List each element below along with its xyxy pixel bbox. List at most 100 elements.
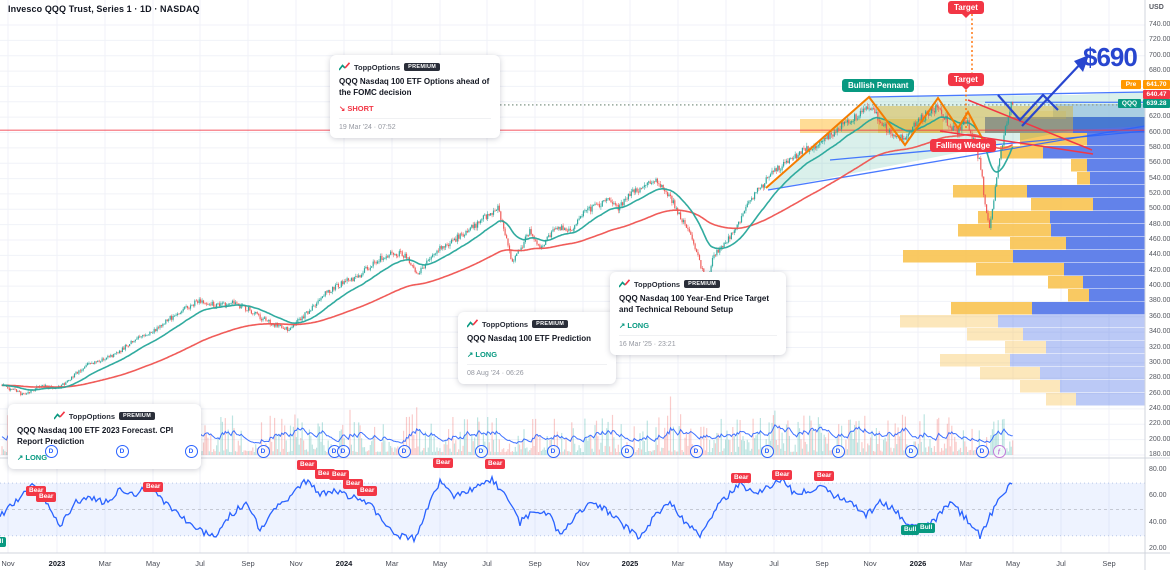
price-tick: 700.00 xyxy=(1149,51,1170,59)
dividend-marker[interactable]: D xyxy=(904,445,918,458)
premium-badge: PREMIUM xyxy=(684,280,721,288)
dividend-marker[interactable]: D xyxy=(689,445,703,458)
price-tick: 240.00 xyxy=(1149,404,1170,412)
bear-label[interactable]: Bear xyxy=(26,486,47,496)
price-tick: 260.00 xyxy=(1149,389,1170,397)
bull-label[interactable]: Bull xyxy=(0,537,7,547)
price-tick: 520.00 xyxy=(1149,189,1170,197)
time-tick: Mar xyxy=(98,559,112,568)
card-brand: ToppOptions PREMIUM xyxy=(467,319,607,329)
bear-label[interactable]: Bear xyxy=(343,479,364,489)
dividend-marker[interactable]: D xyxy=(831,445,845,458)
idea-card-year-end[interactable]: ToppOptions PREMIUM QQQ Nasdaq 100 Year-… xyxy=(610,272,786,355)
price-tick: 600.00 xyxy=(1149,128,1170,136)
idea-card-2023-forecast[interactable]: ToppOptions PREMIUM QQQ Nasdaq 100 ETF 2… xyxy=(8,404,201,469)
dividend-marker[interactable]: D xyxy=(546,445,560,458)
dividend-marker[interactable]: D xyxy=(397,445,411,458)
toppoptions-logo-icon xyxy=(339,62,350,71)
dividend-marker[interactable]: D xyxy=(975,445,989,458)
dividend-marker[interactable]: D xyxy=(115,445,129,458)
falling-wedge-label[interactable]: Falling Wedge xyxy=(930,139,997,152)
brand-name: ToppOptions xyxy=(634,279,681,289)
price-tick: 300.00 xyxy=(1149,358,1170,366)
price-tick: 200.00 xyxy=(1149,435,1170,443)
bear-label[interactable]: Bear xyxy=(433,458,454,468)
time-tick: Sep xyxy=(528,559,542,568)
card-title[interactable]: QQQ Nasdaq 100 ETF Options ahead of the … xyxy=(339,77,490,97)
idea-card-fomc[interactable]: ToppOptions PREMIUM QQQ Nasdaq 100 ETF O… xyxy=(330,55,500,138)
dividend-marker[interactable]: D xyxy=(474,445,488,458)
price-tick: 220.00 xyxy=(1149,420,1170,428)
symbol-badge: QQQ xyxy=(1118,99,1141,108)
premarket-price-badge: 641.70 xyxy=(1143,80,1170,89)
price-tick: 380.00 xyxy=(1149,297,1170,305)
bear-label[interactable]: Bear xyxy=(731,473,752,483)
bull-label[interactable]: Bull xyxy=(917,523,936,533)
rsi-tick: 60.00 xyxy=(1149,492,1167,500)
bear-label[interactable]: Bear xyxy=(36,492,57,502)
time-tick: Nov xyxy=(289,559,303,568)
card-date: 16 Mar '25 · 23:21 xyxy=(619,334,777,348)
time-tick: 2026 xyxy=(909,559,927,568)
long-tag: ↗ LONG xyxy=(467,349,498,359)
bear-label[interactable]: Bear xyxy=(357,486,378,496)
long-tag: ↗ LONG xyxy=(17,452,48,462)
toppoptions-logo-icon xyxy=(467,319,478,328)
brand-name: ToppOptions xyxy=(68,411,116,421)
dividend-marker[interactable]: D xyxy=(760,445,774,458)
card-title[interactable]: QQQ Nasdaq 100 Year-End Price Target and… xyxy=(619,294,769,314)
rsi-tick: 20.00 xyxy=(1149,544,1167,552)
price-target-text[interactable]: $690 xyxy=(1083,42,1138,72)
event-marker[interactable]: ƒ xyxy=(992,445,1006,458)
rsi-tick: 80.00 xyxy=(1149,466,1167,473)
time-tick: Sep xyxy=(241,559,255,568)
card-title[interactable]: QQQ Nasdaq 100 ETF Prediction xyxy=(467,334,592,343)
bear-label[interactable]: Bear xyxy=(772,470,793,480)
premium-badge: PREMIUM xyxy=(532,320,569,328)
bear-label[interactable]: Bear xyxy=(297,460,318,470)
dividend-marker[interactable]: D xyxy=(620,445,634,458)
price-tick: 280.00 xyxy=(1149,374,1170,382)
time-tick: Mar xyxy=(385,559,399,568)
dividend-marker[interactable]: D xyxy=(44,445,58,458)
premarket-badge: Pre xyxy=(1121,80,1141,89)
bull-label[interactable]: Bull xyxy=(901,525,920,535)
card-title[interactable]: QQQ Nasdaq 100 ETF 2023 Forecast. CPI Re… xyxy=(17,426,174,446)
time-tick: Nov xyxy=(1,559,15,568)
price-tick: 680.00 xyxy=(1149,67,1170,75)
time-tick: May xyxy=(718,559,734,568)
price-tick: 440.00 xyxy=(1149,251,1170,259)
idea-card-prediction[interactable]: ToppOptions PREMIUM QQQ Nasdaq 100 ETF P… xyxy=(458,312,616,384)
bullish-pennant-label[interactable]: Bullish Pennant xyxy=(842,79,915,92)
price-tick: 340.00 xyxy=(1149,328,1170,336)
dividend-marker[interactable]: D xyxy=(184,445,198,458)
card-brand: ToppOptions PREMIUM xyxy=(17,411,192,421)
price-tick: 540.00 xyxy=(1149,174,1170,182)
premium-badge: PREMIUM xyxy=(119,412,156,420)
time-tick: 2024 xyxy=(335,559,353,568)
card-date: 08 Aug '24 · 06:26 xyxy=(467,363,607,377)
time-tick: Sep xyxy=(1102,559,1116,568)
bear-label[interactable]: Bear xyxy=(329,470,350,480)
bear-label[interactable]: Bear xyxy=(814,471,835,481)
price-tick: 320.00 xyxy=(1149,343,1170,351)
price-tick: 580.00 xyxy=(1149,143,1170,151)
dividend-marker[interactable]: D xyxy=(336,445,350,458)
target-label-top[interactable]: Target xyxy=(948,1,984,18)
time-tick: Jul xyxy=(195,559,205,568)
bear-label[interactable]: Bear xyxy=(143,482,164,492)
symbol-title[interactable]: Invesco QQQ Trust, Series 1 · 1D · NASDA… xyxy=(8,4,200,14)
short-tag: ↘ SHORT xyxy=(339,103,374,113)
price-tick: 620.00 xyxy=(1149,113,1170,121)
toppoptions-logo-icon xyxy=(53,411,65,420)
dividend-marker[interactable]: D xyxy=(256,445,270,458)
price-tick: 740.00 xyxy=(1149,21,1170,28)
time-tick: May xyxy=(145,559,161,568)
time-tick: 2025 xyxy=(621,559,639,568)
target-label[interactable]: Target xyxy=(948,73,984,90)
bear-label[interactable]: Bear xyxy=(485,459,506,469)
price-tick: 480.00 xyxy=(1149,220,1170,228)
bear-label[interactable]: Bear xyxy=(315,469,336,479)
